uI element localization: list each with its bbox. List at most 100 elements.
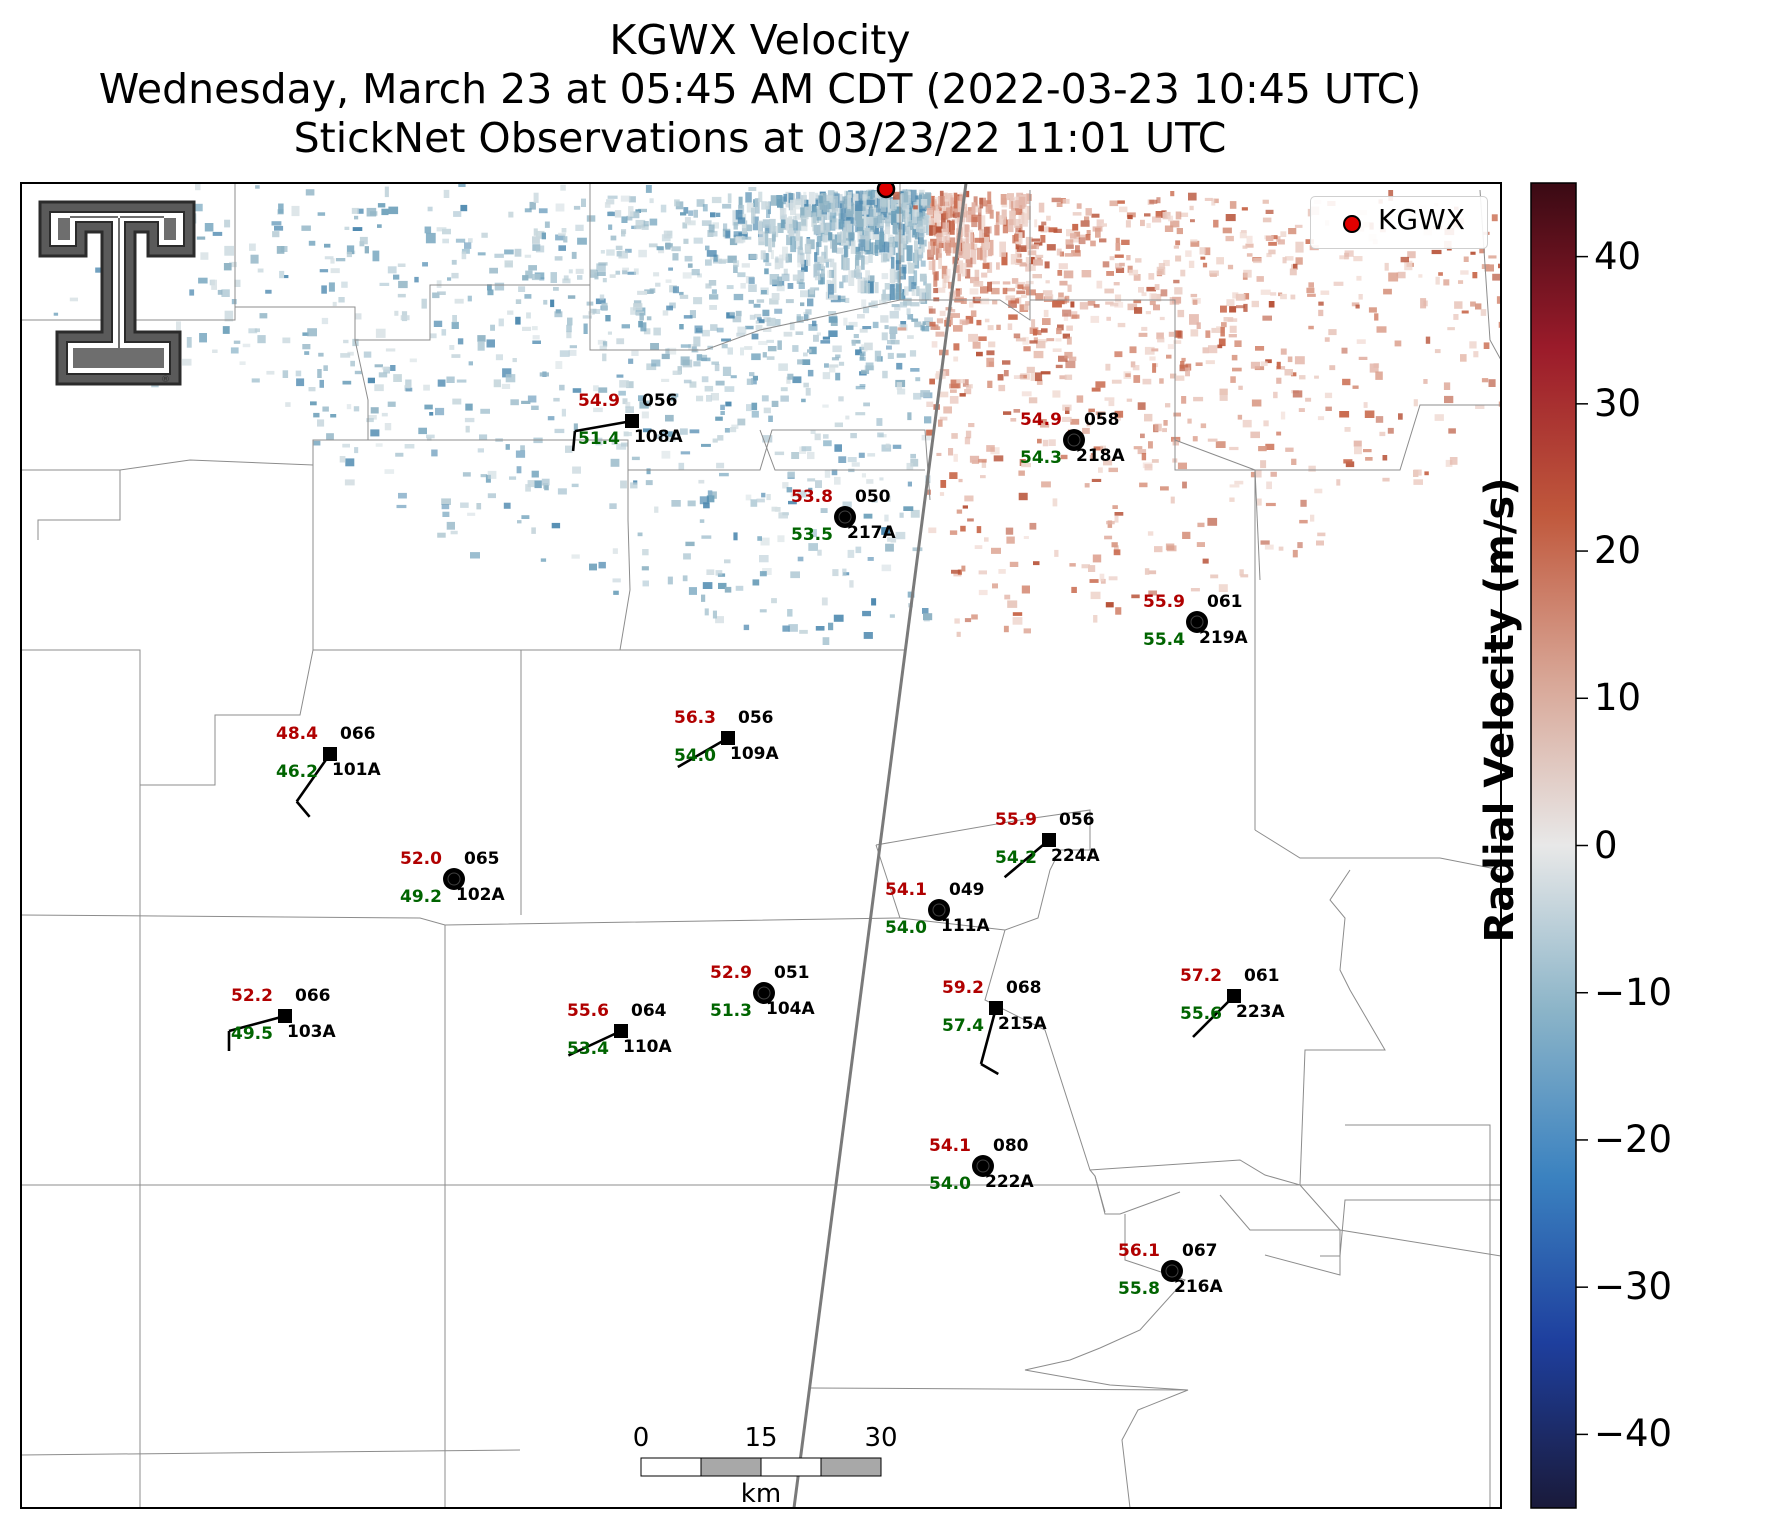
radar-pixel <box>414 276 419 283</box>
radar-pixel <box>926 429 933 436</box>
radar-pixel <box>905 204 910 212</box>
radar-pixel <box>913 205 918 210</box>
radar-pixel <box>704 608 709 616</box>
radar-pixel <box>872 242 876 256</box>
radar-pixel <box>832 196 839 212</box>
radar-pixel <box>559 350 570 357</box>
radar-pixel <box>455 238 466 243</box>
radar-pixel <box>1031 245 1037 249</box>
radar-pixel <box>951 569 961 574</box>
legend[interactable]: KGWX <box>1310 196 1488 249</box>
radar-pixel <box>865 270 870 281</box>
radar-pixel <box>1106 520 1115 525</box>
radar-pixel <box>1090 591 1101 600</box>
radar-pixel <box>928 261 935 270</box>
radar-pixel <box>683 379 692 384</box>
radar-pixel <box>343 339 349 344</box>
radar-pixel <box>851 339 861 344</box>
radar-pixel <box>234 279 241 287</box>
radar-pixel <box>774 451 785 456</box>
radar-pixel <box>1055 338 1062 342</box>
radar-pixel <box>522 275 529 281</box>
radar-pixel <box>893 270 898 283</box>
radar-pixel <box>978 570 987 575</box>
radar-pixel <box>887 234 894 243</box>
radar-pixel <box>593 385 599 392</box>
radar-pixel <box>935 331 945 337</box>
radar-pixel <box>975 205 981 213</box>
radar-pixel <box>885 443 890 449</box>
radar-pixel <box>965 210 973 223</box>
radar-pixel <box>1424 471 1429 476</box>
radar-pixel <box>814 252 818 262</box>
radar-pixel <box>780 395 789 402</box>
radar-pixel <box>939 416 948 421</box>
radar-pixel <box>1251 300 1259 308</box>
station-marker-ring <box>976 1159 990 1173</box>
radar-pixel <box>460 502 469 508</box>
radar-pixel <box>230 347 239 354</box>
station-temp: 56.1 <box>1118 1241 1160 1261</box>
radar-pixel <box>204 223 214 232</box>
radar-pixel <box>850 202 854 215</box>
radar-pixel <box>727 193 732 204</box>
radar-pixel <box>1046 244 1056 251</box>
radar-pixel <box>916 286 920 297</box>
radar-pixel <box>1356 339 1366 344</box>
radar-pixel <box>477 448 484 453</box>
radar-pixel <box>567 317 573 326</box>
radar-pixel <box>1144 568 1150 575</box>
radar-pixel <box>808 191 815 205</box>
radar-pixel <box>279 270 285 279</box>
radar-pixel <box>1132 365 1140 371</box>
radar-pixel <box>765 226 771 233</box>
radar-pixel <box>933 326 941 330</box>
radar-pixel <box>694 325 703 334</box>
radar-pixel <box>965 233 970 244</box>
radar-pixel <box>626 215 633 221</box>
radar-pixel <box>1328 329 1337 336</box>
radar-pixel <box>872 321 879 329</box>
radar-pixel <box>771 293 780 301</box>
radar-pixel <box>799 629 808 634</box>
radar-pixel <box>881 527 890 535</box>
radar-pixel <box>699 519 705 523</box>
radar-pixel <box>1298 408 1305 412</box>
radar-pixel <box>372 250 380 262</box>
radar-pixel <box>849 580 854 588</box>
radar-pixel <box>978 589 988 596</box>
radar-pixel <box>938 196 945 209</box>
radar-pixel <box>872 222 879 235</box>
radar-pixel <box>1025 284 1030 290</box>
radar-pixel <box>95 267 105 273</box>
radar-pixel <box>984 537 989 542</box>
radar-pixel <box>1088 565 1096 572</box>
radar-pixel <box>797 490 807 498</box>
wind-barb-staff <box>567 1029 622 1057</box>
radar-pixel <box>1066 229 1075 237</box>
radar-pixel <box>836 295 846 301</box>
radar-pixel <box>839 281 844 289</box>
radar-pixel <box>583 323 588 334</box>
radar-pixel <box>346 404 352 410</box>
radar-pixel <box>891 279 895 287</box>
radar-pixel <box>222 326 230 334</box>
scale-bar[interactable] <box>640 1457 882 1477</box>
radar-pixel <box>296 378 305 387</box>
